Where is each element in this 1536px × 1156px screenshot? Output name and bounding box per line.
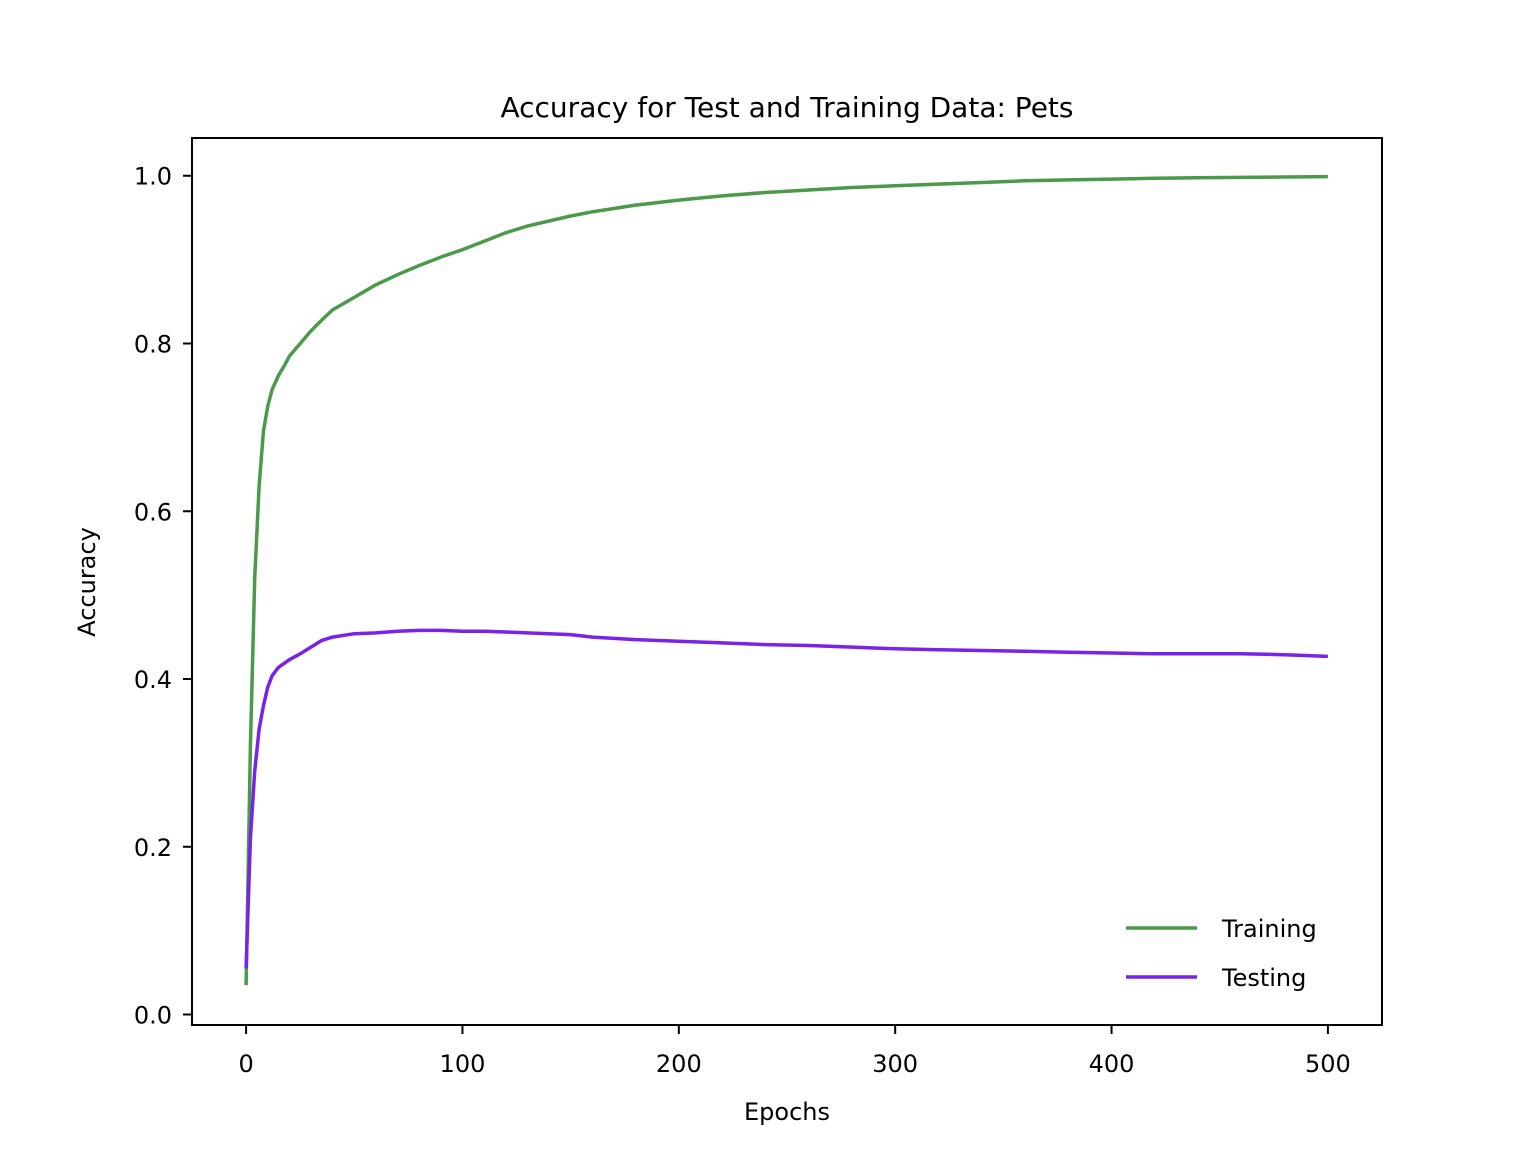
y-tick-label: 0.4 <box>134 666 172 694</box>
series-line-training <box>244 174 1328 986</box>
y-tick-label: 0.6 <box>134 498 172 526</box>
y-tick-label: 0.8 <box>134 330 172 358</box>
legend: Training Testing <box>1126 915 1317 992</box>
x-tick-label: 500 <box>1305 1050 1351 1078</box>
series-line-testing <box>244 628 1328 969</box>
x-tick-label: 400 <box>1089 1050 1135 1078</box>
chart-title: Accuracy for Test and Training Data: Pet… <box>500 91 1073 124</box>
legend-label-training: Training <box>1221 915 1317 943</box>
y-tick-label: 1.0 <box>134 163 172 191</box>
x-tick-label: 0 <box>238 1050 253 1078</box>
x-tick-label: 100 <box>440 1050 486 1078</box>
legend-label-testing: Testing <box>1221 964 1306 992</box>
x-tick-label: 200 <box>656 1050 702 1078</box>
y-tick-label: 0.2 <box>134 834 172 862</box>
plot-frame <box>191 137 1383 1026</box>
y-axis-ticks: 0.0 0.2 0.4 0.6 0.8 1.0 <box>134 163 192 1030</box>
x-tick-label: 300 <box>872 1050 918 1078</box>
x-axis-ticks: 0 100 200 300 400 500 <box>238 1025 1351 1078</box>
y-axis-label: Accuracy <box>73 527 101 637</box>
y-tick-label: 0.0 <box>134 1002 172 1030</box>
x-axis-label: Epochs <box>744 1098 830 1126</box>
plot-lines <box>244 174 1328 986</box>
